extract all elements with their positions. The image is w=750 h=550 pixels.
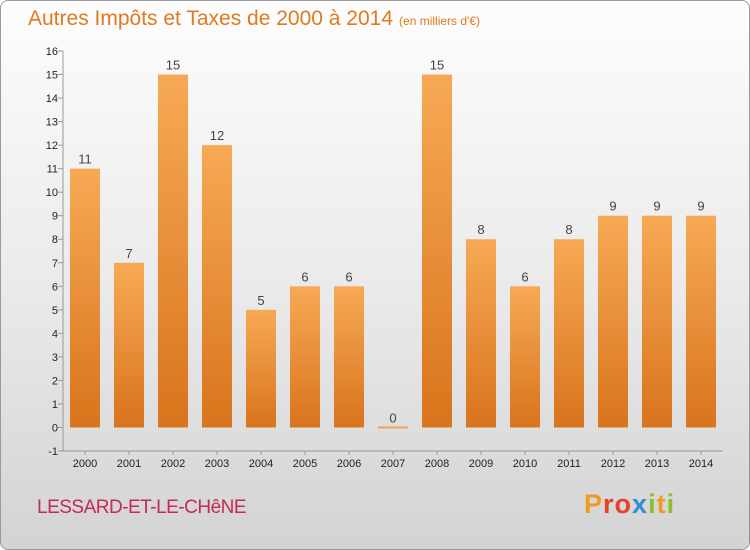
y-tick-label: 5: [52, 305, 58, 317]
x-tick-label: 2004: [249, 458, 273, 470]
bar: [686, 215, 716, 428]
y-tick-label: 2: [52, 375, 58, 387]
bar-value-label: 9: [609, 199, 616, 214]
y-tick-label: 15: [46, 70, 58, 82]
x-tick-label: 2008: [425, 458, 449, 470]
x-tick-label: 2000: [73, 458, 97, 470]
x-tick-label: 2011: [557, 458, 581, 470]
bar: [554, 239, 584, 428]
bar: [642, 215, 672, 428]
commune-name: LESSARD-ET-LE-CHêNE: [37, 497, 247, 518]
bar: [246, 309, 276, 428]
bar-value-label: 15: [166, 58, 180, 73]
x-tick-label: 2012: [601, 458, 625, 470]
x-tick-label: 2014: [689, 458, 713, 470]
x-tick-label: 2003: [205, 458, 229, 470]
bar: [466, 239, 496, 428]
x-tick-label: 2010: [513, 458, 537, 470]
bar: [70, 168, 100, 428]
bar: [158, 74, 188, 428]
y-tick-label: 8: [52, 234, 58, 246]
bar-value-label: 15: [430, 58, 444, 73]
bar-value-label: 7: [125, 246, 132, 261]
x-tick-label: 2005: [293, 458, 317, 470]
x-tick-label: 2002: [161, 458, 185, 470]
bar: [334, 286, 364, 428]
chart-unit: (en milliers d'€): [399, 14, 481, 28]
y-tick-label: 9: [52, 211, 58, 223]
bar-value-label: 9: [653, 199, 660, 214]
x-tick-label: 2009: [469, 458, 493, 470]
x-tick-label: 2007: [381, 458, 405, 470]
y-tick-label: -1: [48, 446, 58, 458]
bar-value-label: 5: [257, 293, 264, 308]
logo-letter: P: [584, 489, 604, 519]
bar-value-label: 6: [521, 269, 528, 284]
x-tick-label: 2013: [645, 458, 669, 470]
y-tick-label: 7: [52, 258, 58, 270]
y-tick-label: 16: [46, 46, 58, 58]
y-tick-label: 13: [46, 117, 58, 129]
bar-value-label: 0: [389, 410, 396, 425]
bar: [202, 145, 232, 428]
bar: [290, 286, 320, 428]
logo-letter: o: [614, 489, 633, 519]
bar-value-label: 9: [697, 199, 704, 214]
proxiti-logo: Proxiti: [584, 489, 675, 520]
y-tick-label: 0: [52, 422, 58, 434]
chart-title: Autres Impôts et Taxes de 2000 à 2014: [28, 7, 394, 30]
bar: [114, 262, 144, 428]
logo-letter: i: [666, 489, 676, 519]
y-tick-label: 10: [46, 187, 58, 199]
bar: [378, 426, 408, 429]
y-tick-label: 1: [52, 399, 58, 411]
y-tick-label: 11: [47, 164, 58, 176]
bar-value-label: 6: [301, 269, 308, 284]
bar-value-label: 12: [210, 128, 224, 143]
bar-value-label: 6: [345, 269, 352, 284]
bar-value-label: 11: [78, 152, 92, 167]
y-tick-label: 6: [52, 281, 58, 293]
bar: [598, 215, 628, 428]
logo-letter: x: [632, 489, 649, 519]
logo-letter: r: [603, 489, 615, 519]
y-tick-label: 12: [46, 140, 58, 152]
bar: [422, 74, 452, 428]
bar: [510, 286, 540, 428]
logo-letter: t: [656, 489, 667, 519]
logo-letter: i: [648, 489, 657, 519]
chart-title-block: Autres Impôts et Taxes de 2000 à 2014 (en…: [28, 7, 480, 31]
x-tick-label: 2006: [337, 458, 361, 470]
y-tick-label: 4: [52, 328, 58, 340]
bar-value-label: 8: [565, 222, 572, 237]
x-tick-label: 2001: [117, 458, 141, 470]
y-tick-label: 14: [46, 93, 58, 105]
bar-value-label: 8: [477, 222, 484, 237]
y-tick-label: 3: [52, 352, 58, 364]
